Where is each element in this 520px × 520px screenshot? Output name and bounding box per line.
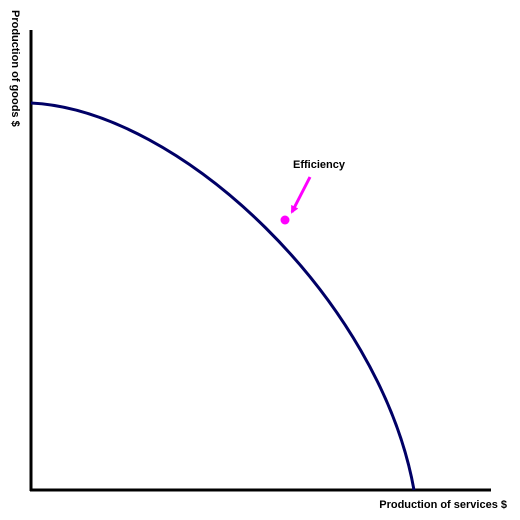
x-axis-label: Production of services $ bbox=[379, 499, 507, 511]
annotation: Efficiency bbox=[293, 159, 346, 171]
efficiency-point bbox=[280, 215, 290, 225]
arrow bbox=[290, 176, 312, 214]
ppf-curve bbox=[30, 101, 416, 491]
y-axis-label: Production of goods $ bbox=[9, 10, 21, 127]
